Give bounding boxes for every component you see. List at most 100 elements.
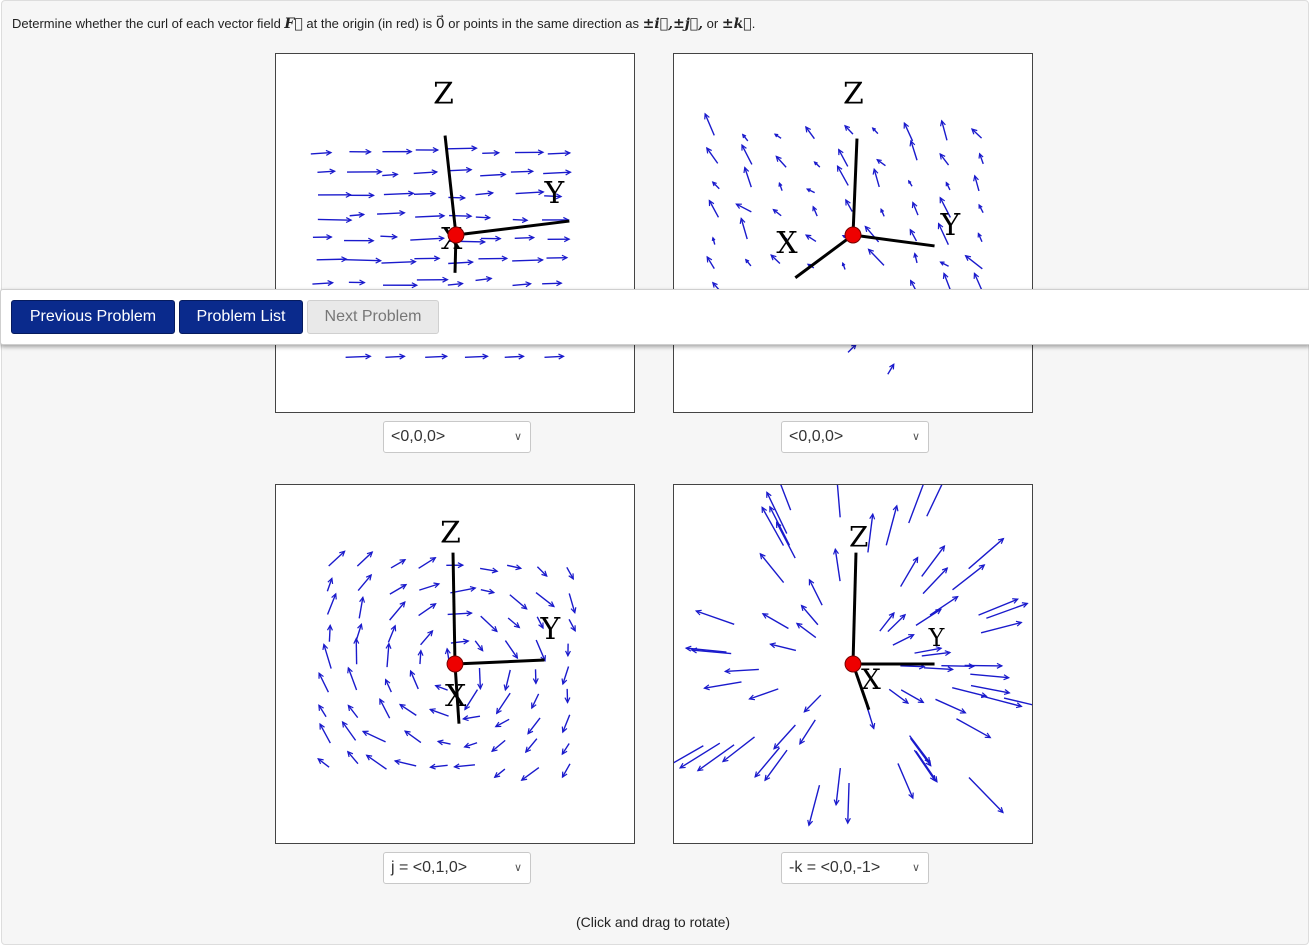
field-arrow	[986, 602, 1028, 619]
field-arrow	[978, 598, 1018, 616]
plot-1-canvas[interactable]: Z Y X	[276, 54, 634, 412]
zero-vector: 0⃗	[435, 16, 445, 32]
field-arrow-head	[690, 647, 698, 654]
field-arrow-head	[495, 707, 502, 715]
field-arrow	[435, 684, 448, 691]
field-arrow	[514, 236, 534, 240]
field-arrow-head	[947, 666, 955, 673]
y-axis	[852, 233, 935, 248]
field-arrow-head	[766, 491, 772, 498]
field-arrow-head	[984, 732, 992, 739]
field-arrow	[449, 169, 472, 172]
field-arrow	[766, 492, 788, 534]
field-arrow-head	[327, 280, 335, 287]
z-axis-label: Z	[849, 521, 868, 554]
field-arrow-head	[773, 743, 780, 750]
field-arrow	[475, 277, 492, 282]
field-arrow	[965, 255, 983, 270]
plot-3-canvas[interactable]: Z Y X	[276, 485, 634, 843]
unit-i: ±i⃗,	[642, 16, 673, 32]
field-arrow-head	[357, 622, 363, 630]
field-arrow	[712, 181, 720, 190]
chevron-down-icon: ∨	[513, 431, 522, 443]
next-problem-button[interactable]: Next Problem	[307, 300, 439, 334]
field-arrow-head	[561, 254, 569, 261]
field-arrow-head	[570, 625, 576, 633]
field-arrow	[419, 650, 422, 665]
field-arrow-head	[909, 228, 916, 236]
field-arrow	[836, 485, 841, 518]
field-arrow	[900, 557, 919, 587]
field-arrow	[740, 218, 748, 240]
field-arrow-head	[462, 638, 470, 645]
field-arrow-head	[723, 668, 731, 675]
field-arrow-head	[339, 550, 346, 557]
field-arrow-head	[385, 642, 392, 650]
field-arrow	[923, 667, 953, 671]
field-arrow	[561, 763, 571, 778]
field-arrow-head	[917, 697, 925, 704]
field-arrow	[805, 234, 817, 243]
plot-2-canvas[interactable]: Z Y X	[674, 54, 1032, 412]
field-arrow-head	[841, 261, 846, 267]
field-arrow	[323, 644, 332, 669]
field-arrow	[913, 749, 936, 782]
field-arrow	[381, 260, 416, 264]
field-arrow-head	[912, 556, 919, 564]
field-arrow	[430, 764, 448, 768]
vector-field-plot-1[interactable]: Z Y X	[275, 53, 635, 413]
vector-field-arrows	[317, 550, 577, 781]
field-arrow	[952, 687, 987, 697]
field-arrow	[464, 355, 488, 359]
field-arrow	[358, 597, 364, 619]
plot-4-canvas[interactable]: Z Y X	[674, 485, 1032, 843]
field-arrow-head	[521, 603, 528, 610]
field-arrow	[536, 616, 544, 629]
field-arrow	[876, 159, 886, 167]
field-arrow	[347, 667, 358, 691]
field-arrow-head	[318, 671, 324, 679]
answer-select-3[interactable]: j = <0,1,0> ∨	[383, 852, 531, 884]
vector-field-plot-3[interactable]: Z Y X	[275, 484, 635, 844]
previous-problem-button[interactable]: Previous Problem	[11, 300, 175, 334]
problem-list-button[interactable]: Problem List	[179, 300, 303, 334]
field-arrow	[945, 182, 951, 191]
field-arrow	[754, 747, 781, 778]
field-arrow-head	[935, 608, 943, 615]
field-arrow-head	[741, 143, 747, 151]
answer-select-1[interactable]: <0,0,0> ∨	[383, 421, 531, 453]
field-arrow	[410, 237, 444, 241]
answer-select-2[interactable]: <0,0,0> ∨	[781, 421, 929, 453]
field-arrow	[749, 688, 779, 700]
field-arrow	[347, 751, 359, 765]
field-arrow-head	[487, 190, 495, 197]
field-arrow	[478, 668, 482, 689]
field-arrow-head	[430, 603, 437, 609]
field-arrow-head	[805, 188, 811, 193]
field-arrow	[448, 261, 473, 265]
field-arrow-head	[678, 762, 686, 769]
field-arrow-head	[869, 722, 876, 730]
field-arrow-head	[513, 622, 521, 629]
field-arrow	[900, 689, 924, 704]
field-arrow	[805, 126, 815, 140]
field-arrow	[708, 200, 720, 218]
field-arrow-head	[813, 161, 818, 166]
vector-field-plot-2[interactable]: Z Y X	[673, 53, 1033, 413]
field-arrow-head	[436, 739, 444, 746]
field-arrow-head	[889, 363, 895, 370]
field-arrow-head	[564, 697, 571, 704]
field-arrow-head	[359, 595, 366, 603]
field-arrow-head	[706, 255, 713, 263]
field-arrow-head	[764, 774, 771, 782]
field-arrow	[941, 120, 948, 141]
answer-select-4[interactable]: -k = <0,0,-1> ∨	[781, 852, 929, 884]
field-arrow	[695, 610, 735, 625]
vector-field-plot-4[interactable]: Z Y X	[673, 484, 1033, 844]
field-arrow-head	[564, 150, 572, 157]
field-arrow-head	[911, 201, 918, 209]
x-axis-label: X	[776, 226, 798, 261]
field-arrow	[900, 665, 925, 668]
field-arrow	[349, 213, 364, 217]
field-arrow	[326, 578, 333, 592]
